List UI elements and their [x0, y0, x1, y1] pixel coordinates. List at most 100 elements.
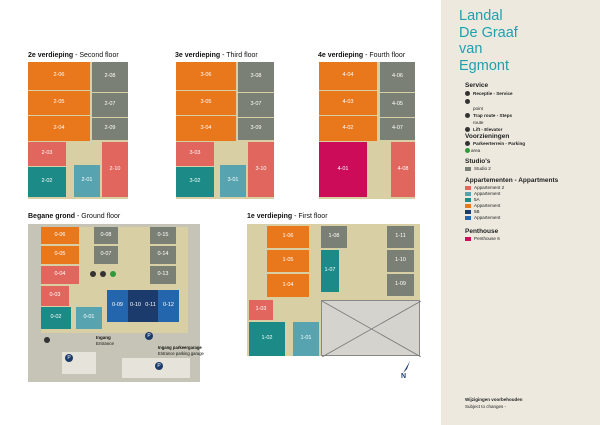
legend-swatch-apartment-blue: [465, 216, 471, 220]
room-3-05[interactable]: 3-05: [176, 91, 236, 115]
room-3-04[interactable]: 3-04: [176, 116, 236, 141]
room-2-03[interactable]: 2-03: [28, 142, 66, 166]
legend-penthouse-title: Penthouse: [465, 228, 499, 235]
legend-penthouse-item: Penthouse 6: [474, 236, 500, 241]
entrance-label: Ingang: [96, 335, 111, 340]
legend-service-item: route: [473, 120, 484, 125]
room-2-07[interactable]: 2-07: [92, 93, 128, 117]
parking-icon: P: [145, 332, 153, 340]
legend-facility-item: Parkeerterrein - Parking: [473, 141, 526, 146]
first-floor-title: 1e verdieping - First floor: [247, 213, 328, 220]
room-2-09[interactable]: 2-09: [92, 118, 128, 140]
room-3-06[interactable]: 3-06: [176, 62, 236, 90]
room-1-08[interactable]: 1-08: [321, 226, 347, 248]
room-1-05[interactable]: 1-05: [267, 250, 309, 272]
elevator-icon: [100, 271, 106, 277]
room-4-07[interactable]: 4-07: [380, 118, 415, 140]
room-4-03[interactable]: 4-03: [319, 91, 377, 115]
parking-icon: P: [65, 354, 73, 362]
room-0-08[interactable]: 0-08: [94, 227, 118, 244]
first-floor-roof: [321, 300, 421, 357]
room-1-01[interactable]: 1-01: [293, 322, 319, 356]
room-1-02[interactable]: 1-02: [249, 322, 285, 356]
room-0-07[interactable]: 0-07: [94, 246, 118, 264]
legend-swatch-apartment: [465, 192, 471, 196]
room-1-03[interactable]: 1-03: [249, 300, 273, 320]
reception-icon: [44, 337, 50, 343]
room-1-10[interactable]: 1-10: [387, 250, 414, 272]
fourth-floor-title: 4e verdieping - Fourth floor: [318, 52, 406, 59]
legend-service-item: Lift - Elevator: [473, 127, 503, 132]
ground-floor-title: Begane grond - Ground floor: [28, 213, 121, 220]
second-floor-title: 2e verdieping - Second floor: [28, 52, 119, 59]
room-4-06[interactable]: 4-06: [380, 62, 415, 92]
garage-entrance-label: Ingang parkeergarage: [158, 345, 202, 350]
stairs-icon: [465, 113, 470, 118]
room-2-08[interactable]: 2-08: [92, 62, 128, 92]
room-0-13[interactable]: 0-13: [150, 266, 176, 284]
room-0-03[interactable]: 0-03: [41, 286, 69, 306]
room-3-09[interactable]: 3-09: [238, 118, 274, 140]
room-3-03[interactable]: 3-03: [176, 142, 214, 166]
room-2-10[interactable]: 2-10: [102, 142, 128, 197]
room-2-02[interactable]: 2-02: [28, 167, 66, 197]
parking-icon: [465, 141, 470, 146]
room-0-05[interactable]: 0-05: [41, 246, 79, 264]
room-2-01[interactable]: 2-01: [74, 165, 100, 197]
third-floor-title: 3e verdieping - Third floor: [175, 52, 258, 59]
legend-swatch-apartment-5b: [465, 210, 471, 214]
legend-apartments-title: Appartementen - Appartments: [465, 177, 559, 184]
room-0-06[interactable]: 0-06: [41, 227, 79, 244]
room-0-11[interactable]: 0-11: [143, 290, 158, 322]
stairs-icon: [90, 271, 96, 277]
brand-title: Landal De Graaf van Egmont: [459, 8, 518, 74]
north-arrow: N: [400, 360, 412, 384]
room-3-08[interactable]: 3-08: [238, 62, 274, 92]
legend-service-title: Service: [465, 82, 489, 89]
room-1-09[interactable]: 1-09: [387, 274, 414, 296]
room-2-04[interactable]: 2-04: [28, 116, 90, 141]
room-1-07[interactable]: 1-07: [321, 250, 339, 292]
room-4-02[interactable]: 4-02: [319, 116, 377, 141]
entrance-label-en: Entrance: [96, 341, 115, 346]
room-4-05[interactable]: 4-05: [380, 93, 415, 117]
room-3-10[interactable]: 3-10: [248, 142, 274, 197]
footer-disclaimer: Wijzigingen voorbehouden: [465, 397, 523, 402]
room-0-02[interactable]: 0-02: [41, 307, 71, 329]
legend-swatch-studio: [465, 167, 471, 171]
room-0-15[interactable]: 0-15: [150, 227, 176, 244]
elevator-icon: [465, 127, 470, 132]
room-0-04[interactable]: 0-04: [41, 266, 79, 284]
legend-apartment-item: Appartement: [474, 215, 501, 220]
legend-service-item: Receptie - Service: [473, 91, 513, 96]
room-1-06[interactable]: 1-06: [267, 226, 309, 248]
legend-service-item: point: [473, 106, 483, 111]
room-0-10[interactable]: 0-10: [128, 290, 143, 322]
legend-apartment-item: 5B: [474, 209, 480, 214]
room-1-11[interactable]: 1-11: [387, 226, 414, 248]
room-0-01[interactable]: 0-01: [76, 307, 102, 329]
room-1-04[interactable]: 1-04: [267, 274, 309, 297]
footer-disclaimer-en: Subject to changes -: [465, 404, 507, 409]
room-4-08[interactable]: 4-08: [391, 142, 415, 197]
legend-swatch-apartment-2: [465, 186, 471, 190]
service-point-icon: [110, 271, 116, 277]
room-2-05[interactable]: 2-05: [28, 91, 90, 115]
room-0-14[interactable]: 0-14: [150, 246, 176, 264]
legend-service-item: Trap route - Steps: [473, 113, 513, 118]
room-0-12[interactable]: 0-12: [158, 290, 179, 322]
legend-swatch-apartment-5a: [465, 198, 471, 202]
room-3-02[interactable]: 3-02: [176, 167, 214, 197]
reception-icon: [465, 91, 470, 96]
room-2-06[interactable]: 2-06: [28, 62, 90, 90]
room-4-01[interactable]: 4-01: [319, 142, 367, 197]
legend-swatch-apartment-orange: [465, 204, 471, 208]
legend-apartment-item: Appartement: [474, 203, 501, 208]
room-3-01[interactable]: 3-01: [220, 165, 246, 197]
legend-studio-item: Studio 2: [474, 166, 491, 171]
room-3-07[interactable]: 3-07: [238, 93, 274, 117]
room-0-09[interactable]: 0-09: [107, 290, 128, 322]
room-4-04[interactable]: 4-04: [319, 62, 377, 90]
legend-swatch-penthouse: [465, 237, 471, 241]
